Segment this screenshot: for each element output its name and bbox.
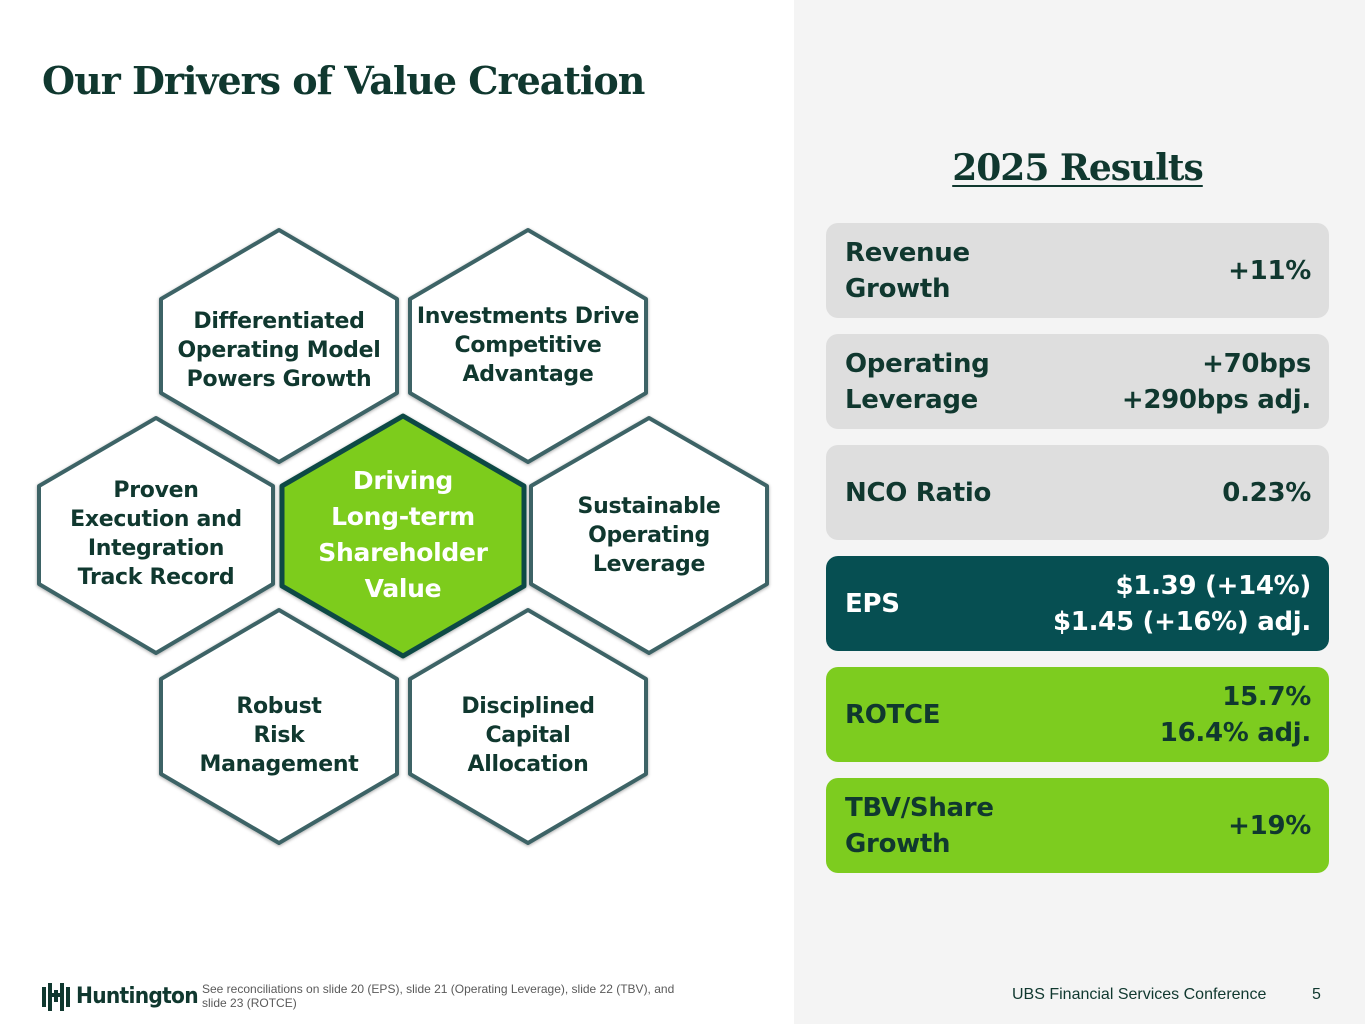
page-title: Our Drivers of Value Creation <box>42 58 645 103</box>
hex-label-top-right: Investments Drive Competitive Advantage <box>416 303 640 387</box>
page-number: 5 <box>1312 986 1321 1003</box>
result-card-operating-leverage: Operating Leverage +70bps +290bps adj. <box>826 334 1329 429</box>
results-title: 2025 Results <box>826 147 1329 189</box>
conference-name: UBS Financial Services Conference <box>1012 986 1267 1003</box>
result-value: 15.7% 16.4% adj. <box>1159 681 1312 748</box>
result-value: +70bps +290bps adj. <box>1121 348 1311 415</box>
hex-label-bottom-right: Disciplined Capital Allocation <box>461 693 595 777</box>
footnote: See reconciliations on slide 20 (EPS), s… <box>202 982 675 1010</box>
hex-label-bottom-left: Robust Risk Management <box>199 693 359 777</box>
hexagon-center <box>279 413 527 659</box>
result-card-eps: EPS $1.39 (+14%) $1.45 (+16%) adj. <box>826 556 1329 651</box>
result-label: TBV/Share Growth <box>845 792 994 859</box>
huntington-logo: Huntington <box>42 981 209 1011</box>
hex-label-top-left: Differentiated Operating Model Powers Gr… <box>177 308 381 392</box>
result-value: 0.23% <box>1222 477 1311 508</box>
result-card-revenue-growth: Revenue Growth +11% <box>826 223 1329 318</box>
huntington-logo-icon <box>42 983 70 1011</box>
results-title-text: 2025 Results <box>952 147 1204 189</box>
hexagon-bottom-left <box>159 608 399 845</box>
value-drivers-diagram <box>37 228 769 845</box>
hexagon-bottom-right <box>408 608 648 845</box>
result-label: Revenue Growth <box>845 237 970 304</box>
result-card-nco-ratio: NCO Ratio 0.23% <box>826 445 1329 540</box>
hexagon-top-left <box>159 228 399 464</box>
result-label: NCO Ratio <box>845 477 992 508</box>
logo-wordmark: Huntington <box>76 983 199 1009</box>
hexagon-top-right <box>408 228 648 464</box>
result-label: ROTCE <box>845 699 941 730</box>
hexagon-mid-right <box>529 416 769 655</box>
result-card-rotce: ROTCE 15.7% 16.4% adj. <box>826 667 1329 762</box>
result-label: Operating Leverage <box>845 348 990 415</box>
result-card-tbv-share-growth: TBV/Share Growth +19% <box>826 778 1329 873</box>
result-value: +11% <box>1228 255 1311 286</box>
hex-label-mid-right: Sustainable Operating Leverage <box>577 493 721 577</box>
hex-label-mid-left: Proven Execution and Integration Track R… <box>70 477 242 590</box>
result-label: EPS <box>845 588 900 619</box>
hex-label-center: Driving Long-term Shareholder Value <box>318 466 488 603</box>
result-value: $1.39 (+14%) $1.45 (+16%) adj. <box>1053 570 1311 637</box>
hexagon-mid-left <box>37 416 275 655</box>
result-value: +19% <box>1228 810 1311 841</box>
